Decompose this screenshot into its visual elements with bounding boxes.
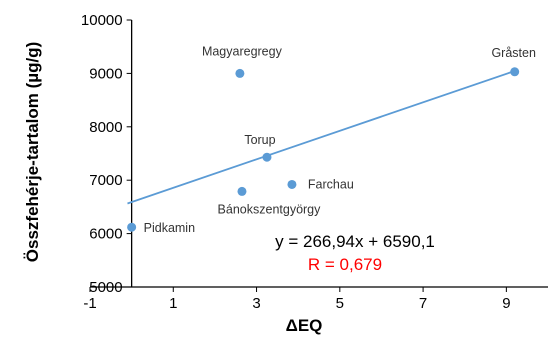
y-tick-label: 5000 — [89, 279, 122, 296]
y-axis-title: Összfehérje-tartalom (µg/g) — [23, 42, 42, 262]
data-point — [262, 152, 272, 162]
y-tick-label: 7000 — [89, 172, 122, 189]
data-point — [127, 222, 137, 232]
trendline — [127, 70, 515, 205]
data-point — [287, 179, 297, 189]
x-tick-label: 7 — [419, 295, 427, 312]
point-label: Magyaregregy — [202, 44, 283, 58]
data-point — [237, 186, 247, 196]
x-tick-label: 9 — [502, 295, 510, 312]
x-tick-label: 5 — [336, 295, 344, 312]
x-tick-label: 1 — [169, 295, 177, 312]
data-point — [235, 68, 245, 78]
y-tick-label: 8000 — [89, 119, 122, 136]
r-value: R = 0,679 — [308, 255, 382, 274]
data-point — [510, 67, 520, 77]
x-axis-title: ΔEQ — [286, 316, 323, 335]
points-group — [127, 67, 520, 232]
y-tick-label: 6000 — [89, 226, 122, 243]
x-tick-label: -1 — [83, 295, 96, 312]
point-label: Gråsten — [491, 46, 536, 60]
point-label: Torup — [244, 133, 275, 147]
point-labels-group: Pidkamin Bánokszentgyörgy Torup Farchau Magy… — [144, 44, 536, 235]
trendline-equation: y = 266,94x + 6590,1 — [275, 232, 435, 251]
trendline-group — [127, 70, 515, 205]
x-tick-label: 3 — [252, 295, 260, 312]
point-label: Farchau — [308, 177, 354, 191]
point-label: Pidkamin — [144, 221, 195, 235]
point-label: Bánokszentgyörgy — [218, 202, 322, 216]
y-tick-label: 10000 — [81, 12, 123, 29]
axes: -1 1 3 5 7 9 5000 6000 7000 8000 9000 10000 — [81, 12, 548, 312]
y-tick-label: 9000 — [89, 65, 122, 82]
